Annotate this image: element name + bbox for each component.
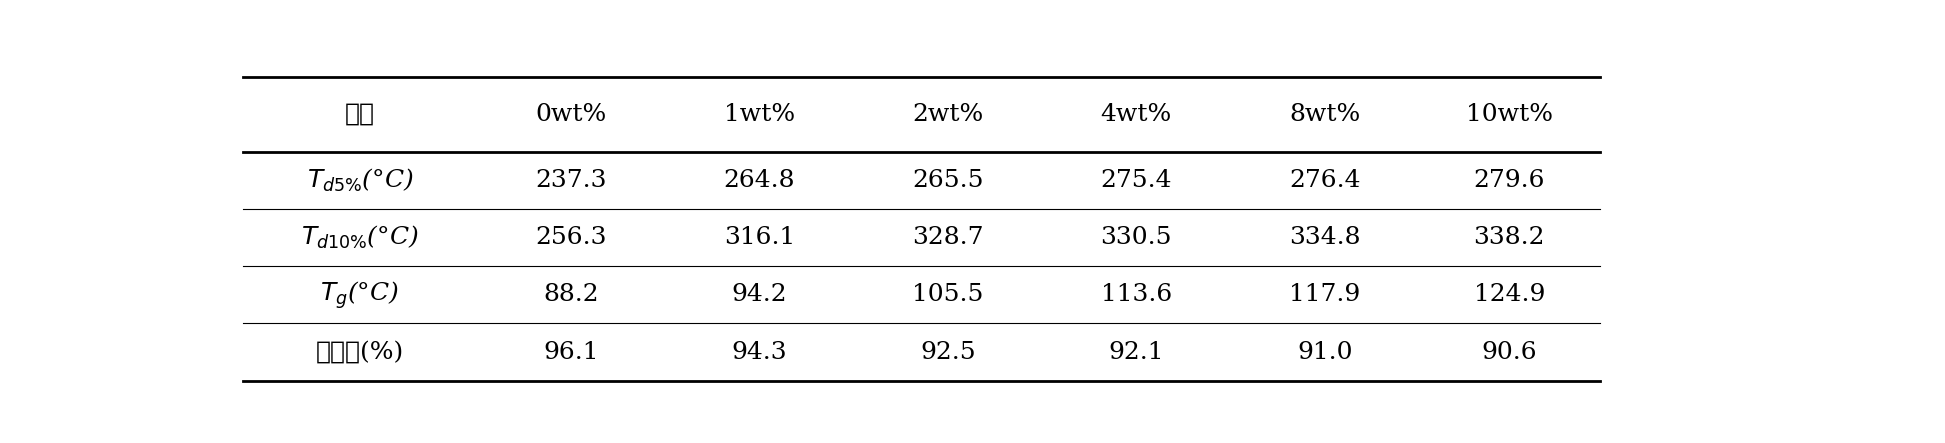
Text: 10wt%: 10wt% [1467, 103, 1552, 126]
Text: 334.8: 334.8 [1290, 226, 1360, 249]
Text: 328.7: 328.7 [912, 226, 984, 249]
Text: 94.3: 94.3 [731, 341, 788, 364]
Text: 94.2: 94.2 [731, 284, 788, 307]
Text: 275.4: 275.4 [1101, 169, 1173, 192]
Text: 237.3: 237.3 [535, 169, 607, 192]
Text: 2wt%: 2wt% [912, 103, 984, 126]
Text: 338.2: 338.2 [1474, 226, 1544, 249]
Text: 124.9: 124.9 [1474, 284, 1544, 307]
Text: 96.1: 96.1 [543, 341, 599, 364]
Text: 105.5: 105.5 [912, 284, 984, 307]
Text: 0wt%: 0wt% [535, 103, 607, 126]
Text: 90.6: 90.6 [1482, 341, 1537, 364]
Text: 4wt%: 4wt% [1101, 103, 1173, 126]
Text: 330.5: 330.5 [1101, 226, 1173, 249]
Text: 92.1: 92.1 [1109, 341, 1163, 364]
Text: $T_{d10\%}$(°C): $T_{d10\%}$(°C) [301, 224, 418, 251]
Text: 264.8: 264.8 [724, 169, 796, 192]
Text: $T_{g}$(°C): $T_{g}$(°C) [321, 279, 399, 311]
Text: 编号: 编号 [344, 103, 375, 126]
Text: $T_{d5\%}$(°C): $T_{d5\%}$(°C) [307, 167, 414, 194]
Text: 8wt%: 8wt% [1290, 103, 1360, 126]
Text: 279.6: 279.6 [1474, 169, 1544, 192]
Text: 透光率(%): 透光率(%) [315, 341, 405, 364]
Text: 256.3: 256.3 [535, 226, 607, 249]
Text: 88.2: 88.2 [543, 284, 599, 307]
Text: 316.1: 316.1 [724, 226, 796, 249]
Text: 276.4: 276.4 [1290, 169, 1360, 192]
Text: 91.0: 91.0 [1297, 341, 1352, 364]
Text: 1wt%: 1wt% [724, 103, 796, 126]
Text: 265.5: 265.5 [912, 169, 984, 192]
Text: 92.5: 92.5 [920, 341, 976, 364]
Text: 113.6: 113.6 [1101, 284, 1173, 307]
Text: 117.9: 117.9 [1290, 284, 1360, 307]
